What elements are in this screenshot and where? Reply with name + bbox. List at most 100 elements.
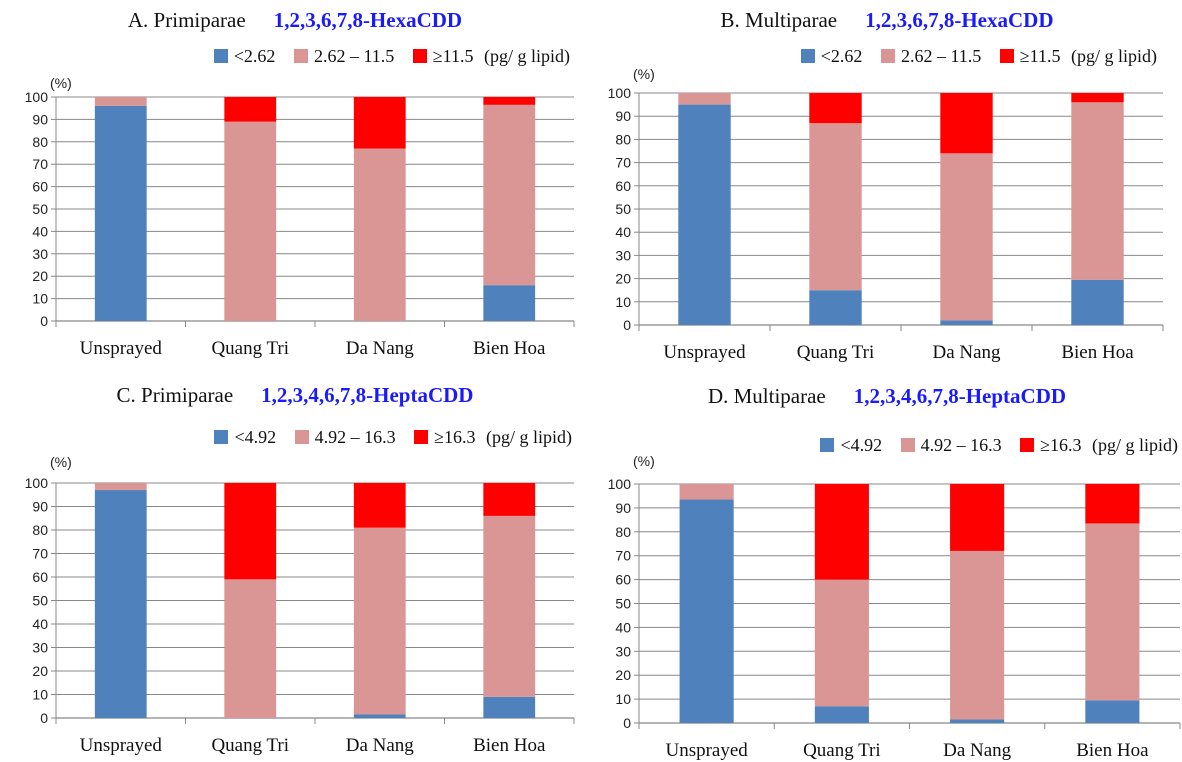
x-tick-label-unsprayed: Unsprayed (80, 338, 163, 359)
x-tick-label-bien-hoa: Bien Hoa (473, 735, 546, 756)
x-tick-label-unsprayed: Unsprayed (665, 740, 748, 761)
legend-swatch-high (1020, 438, 1035, 452)
compound-name: 1,2,3,6,7,8-HexaCDD (273, 8, 463, 32)
legend-label-mid: 4.92 – 16.3 (314, 427, 396, 447)
bar-segment-low-bien-hoa (1071, 279, 1124, 325)
y-tick-label: 20 (615, 271, 631, 287)
bar-segment-low-da-nang (940, 320, 993, 325)
bar-segment-low-da-nang (353, 714, 406, 718)
legend-swatch-low (214, 430, 229, 444)
y-tick-label: 50 (32, 201, 48, 217)
legend-label-high: ≥11.5 (1019, 46, 1061, 66)
y-tick-label: 10 (615, 294, 631, 310)
unit-label: (pg/ g lipid) (1092, 435, 1178, 455)
legend-item-mid: 4.92 – 16.3 (294, 427, 396, 448)
x-tick-label-bien-hoa: Bien Hoa (473, 338, 546, 359)
bar-segment-mid-bien-hoa (1085, 523, 1140, 701)
panel-label: C. Primiparae (116, 383, 234, 407)
unit-label: (pg/ g lipid) (486, 427, 572, 447)
bar-segment-high-da-nang (950, 484, 1005, 551)
legend: <4.92 4.92 – 16.3 ≥16.3 (pg/ g lipid) (0, 427, 572, 448)
bar-segment-mid-da-nang (950, 550, 1005, 720)
legend-label-low: <4.92 (840, 435, 883, 455)
legend-swatch-low (800, 49, 815, 63)
legend-item-mid: 4.92 – 16.3 (900, 435, 1002, 456)
y-tick-label: 70 (32, 546, 48, 562)
bar-segment-high-da-nang (940, 93, 993, 154)
legend-swatch-low (820, 438, 835, 452)
legend-item-low: <4.92 (820, 435, 882, 456)
y-tick-label: 100 (608, 476, 632, 492)
bar-segment-high-bien-hoa (1085, 484, 1140, 524)
y-tick-label: 20 (32, 268, 48, 284)
legend-swatch-low (213, 49, 228, 63)
legend-label-mid: 4.92 – 16.3 (920, 435, 1002, 455)
plot-area: 0 10 20 30 40 50 60 70 80 90 100(%) Unsprayed Quang … (25, 75, 575, 359)
bar-segment-mid-quang-tri (224, 579, 277, 718)
bar-segment-low-unsprayed (94, 490, 147, 718)
legend-item-high: ≥11.5 (999, 46, 1061, 67)
y-tick-label: 40 (615, 619, 631, 635)
x-tick-label-quang-tri: Quang Tri (797, 342, 875, 363)
compound-name: 1,2,3,4,6,7,8-HeptaCDD (853, 384, 1067, 408)
x-tick-label-da-nang: Da Nang (932, 342, 1001, 363)
y-tick-label: 20 (615, 667, 631, 683)
panel-label: D. Multiparae (707, 384, 826, 408)
y-tick-label: 80 (615, 131, 631, 147)
y-tick-label: 0 (623, 715, 631, 731)
legend-swatch-high (999, 49, 1014, 63)
legend: <2.62 2.62 – 11.5 ≥11.5 (pg/ g lipid) (592, 46, 1157, 67)
plot-area: 0 10 20 30 40 50 60 70 80 90 100(%) Unsprayed Quang … (25, 454, 575, 756)
y-axis-label: (%) (633, 453, 655, 469)
legend-item-mid: 2.62 – 11.5 (880, 46, 981, 67)
legend-swatch-high (414, 430, 429, 444)
bar-segment-high-quang-tri (809, 93, 862, 124)
x-tick-label-bien-hoa: Bien Hoa (1061, 342, 1134, 363)
y-tick-label: 80 (32, 134, 48, 150)
bar-segment-mid-unsprayed (679, 484, 734, 500)
unit-label: (pg/ g lipid) (1071, 46, 1157, 66)
legend-item-high: ≥16.3 (1020, 435, 1082, 456)
compound-name: 1,2,3,6,7,8-HexaCDD (865, 8, 1054, 32)
chart-panel-a: A. Primiparae 1,2,3,6,7,8-HexaCDD <2.62 2… (0, 0, 590, 381)
compound-name: 1,2,3,4,6,7,8-HeptaCDD (261, 383, 474, 407)
bar-segment-low-bien-hoa (483, 285, 536, 321)
x-tick-label-quang-tri: Quang Tri (211, 338, 289, 359)
x-tick-label-quang-tri: Quang Tri (803, 740, 881, 761)
bar-segment-high-bien-hoa (483, 483, 536, 516)
y-tick-label: 30 (615, 643, 631, 659)
plot-area: 0 10 20 30 40 50 60 70 80 90 100(%) Unsprayed Quang … (608, 66, 1164, 363)
y-tick-label: 90 (615, 108, 631, 124)
y-tick-label: 10 (32, 291, 48, 307)
panel-title: A. Primiparae 1,2,3,6,7,8-HexaCDD (0, 8, 590, 33)
legend: <2.62 2.62 – 11.5 ≥11.5 (pg/ g lipid) (0, 46, 570, 67)
y-tick-label: 50 (615, 596, 631, 612)
panel-label: B. Multiparae (720, 8, 838, 32)
panel-label: A. Primiparae (127, 8, 246, 32)
legend-label-high: ≥16.3 (434, 427, 476, 447)
y-tick-label: 10 (615, 691, 631, 707)
legend-swatch-high (412, 49, 427, 63)
y-tick-label: 20 (32, 663, 48, 679)
bar-segment-low-quang-tri (814, 706, 869, 723)
legend-swatch-mid (880, 49, 895, 63)
bar-segment-mid-da-nang (353, 148, 406, 321)
y-tick-label: 40 (32, 223, 48, 239)
chart-panel-b: B. Multiparae 1,2,3,6,7,8-HexaCDD <2.62 2… (592, 0, 1182, 381)
y-tick-label: 90 (32, 499, 48, 515)
x-tick-label-da-nang: Da Nang (346, 338, 415, 359)
legend-item-low: <4.92 (214, 427, 276, 448)
x-tick-label-da-nang: Da Nang (943, 740, 1012, 761)
y-tick-label: 50 (615, 201, 631, 217)
y-tick-label: 30 (32, 640, 48, 656)
bar-segment-high-quang-tri (814, 484, 869, 580)
bar-segment-high-quang-tri (224, 97, 277, 122)
bar-segment-mid-da-nang (353, 527, 406, 715)
y-tick-label: 70 (32, 156, 48, 172)
legend-label-mid: 2.62 – 11.5 (313, 46, 395, 66)
legend-item-high: ≥11.5 (412, 46, 474, 67)
y-tick-label: 0 (623, 317, 631, 333)
bar-segment-mid-unsprayed (94, 97, 147, 106)
y-tick-label: 10 (32, 687, 48, 703)
